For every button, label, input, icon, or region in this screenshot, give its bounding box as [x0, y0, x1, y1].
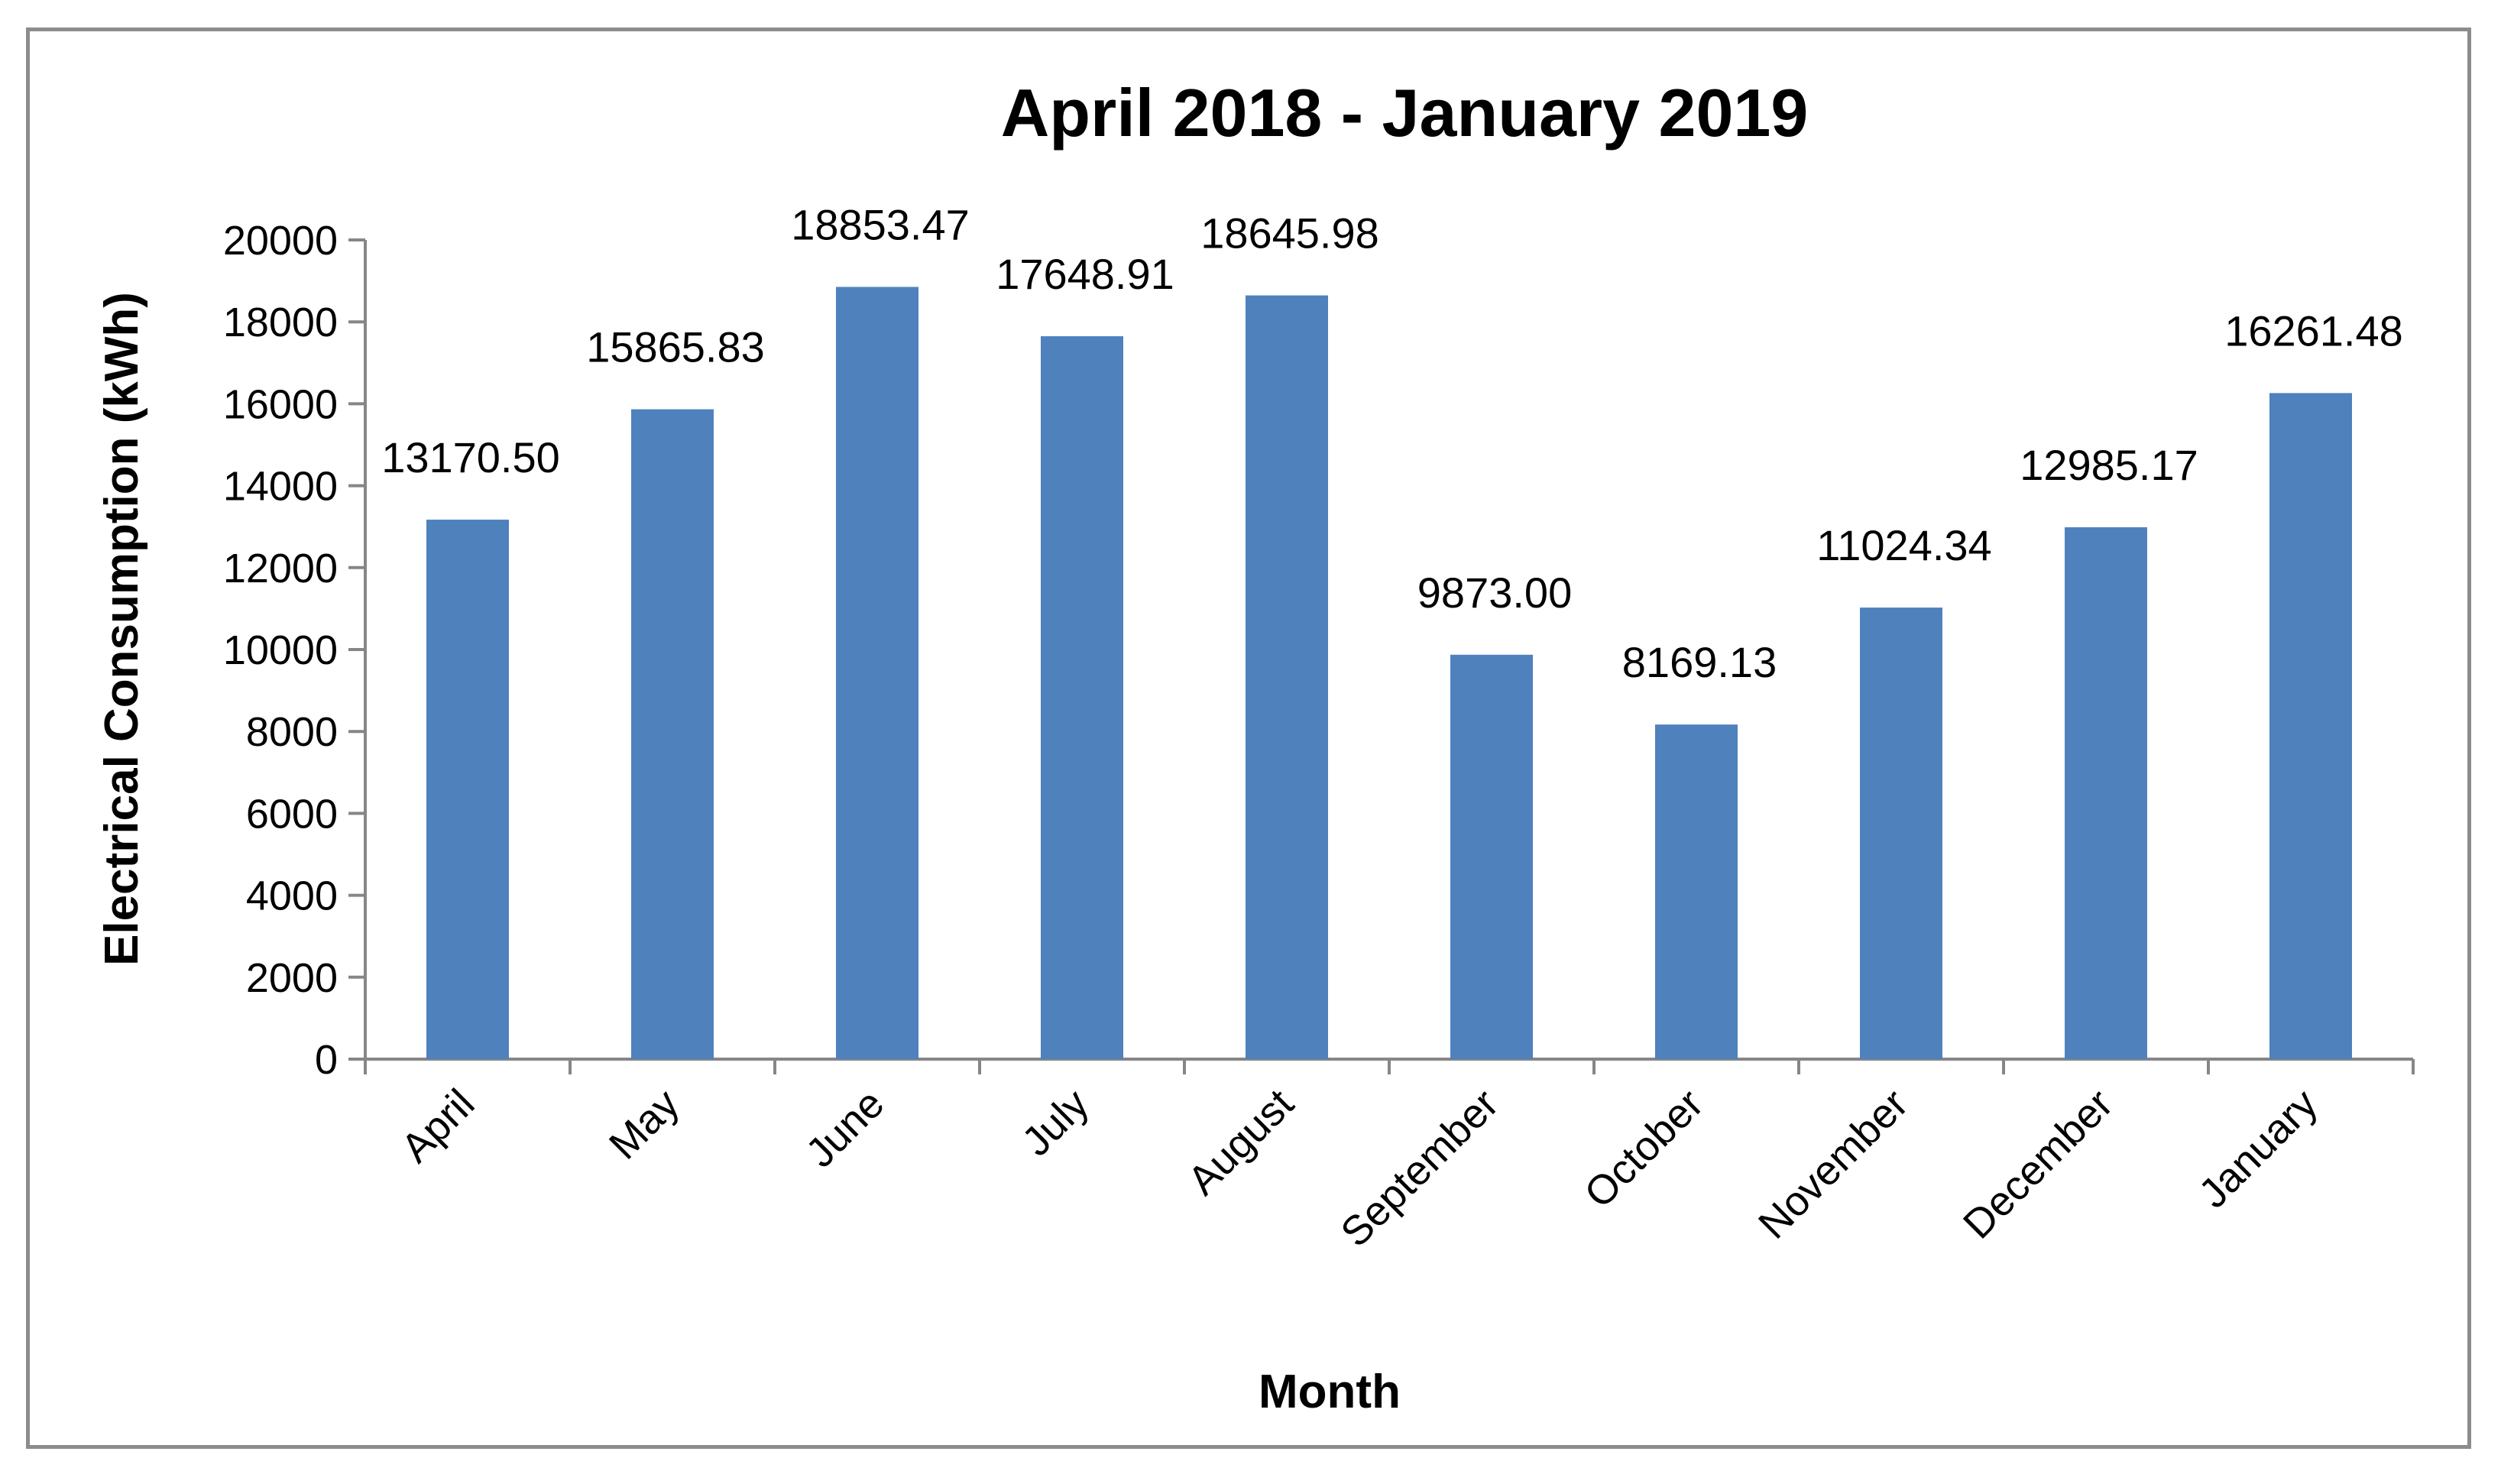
x-tick-label: November	[1750, 1081, 1917, 1248]
y-tick-label: 0	[315, 1037, 338, 1083]
x-tick-label: April	[393, 1081, 484, 1171]
x-tick-label: May	[601, 1081, 688, 1168]
bar	[1450, 654, 1533, 1059]
y-tick-label: 20000	[223, 218, 338, 264]
x-tick-label: December	[1955, 1081, 2122, 1248]
chart-title: April 2018 - January 2019	[1001, 75, 1809, 151]
bar	[1655, 724, 1738, 1059]
y-tick-label: 4000	[246, 873, 338, 919]
x-tick-label: June	[797, 1081, 893, 1176]
plot-area: 0 2000 4000 6000 8000 10000 12000 14000 16000 180…	[223, 200, 2415, 1256]
data-label: 18645.98	[1200, 209, 1379, 258]
bar	[2269, 393, 2352, 1059]
x-axis-title: Month	[1259, 1366, 1401, 1418]
bar	[426, 520, 509, 1059]
data-label: 16261.48	[2224, 306, 2403, 355]
data-label: 8169.13	[1622, 638, 1777, 686]
bar	[1860, 608, 1942, 1059]
y-tick-label: 8000	[246, 709, 338, 755]
y-tick-label: 12000	[223, 546, 338, 591]
data-label: 17648.91	[996, 250, 1174, 298]
data-label: 11024.34	[1816, 521, 1991, 569]
data-label: 12985.17	[2020, 441, 2198, 489]
data-label: 9873.00	[1417, 569, 1572, 617]
data-label: 15865.83	[586, 323, 765, 371]
bar	[1041, 336, 1123, 1059]
y-tick-label: 2000	[246, 955, 338, 1001]
x-tick-label: January	[2190, 1081, 2326, 1217]
x-tick-label: October	[1576, 1081, 1712, 1217]
bar	[2065, 527, 2147, 1059]
x-tick-label: August	[1179, 1081, 1302, 1204]
bar	[836, 287, 918, 1060]
y-tick-label: 16000	[223, 381, 338, 427]
x-tick-label: September	[1332, 1081, 1507, 1256]
x-tick-label: July	[1013, 1081, 1097, 1165]
y-tick-label: 18000	[223, 300, 338, 345]
bar	[1246, 295, 1328, 1060]
y-tick-label: 6000	[246, 791, 338, 837]
bar	[631, 409, 714, 1059]
y-tick-label: 10000	[223, 627, 338, 673]
data-label: 13170.50	[381, 433, 560, 481]
y-axis-title: Electrical Consumption (kWh)	[96, 292, 148, 966]
y-tick-label: 14000	[223, 464, 338, 510]
data-label: 18853.47	[791, 200, 970, 248]
